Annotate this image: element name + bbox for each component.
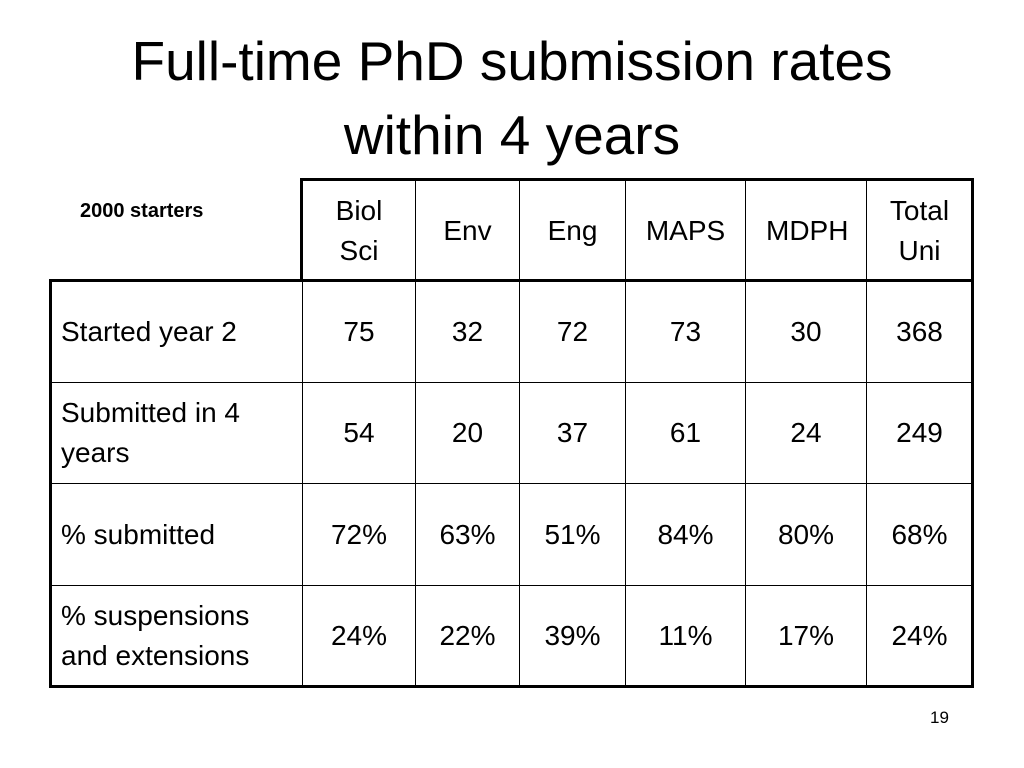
table-cell: 249	[866, 382, 973, 484]
row-label: % suspensions and extensions	[50, 585, 303, 687]
table-cell: 368	[866, 281, 973, 383]
table-cell: 80%	[745, 483, 867, 586]
table-cell: 39%	[519, 585, 626, 687]
table-cell: 72%	[302, 483, 416, 586]
corner-label: 2000 starters	[80, 200, 204, 222]
column-header: MAPS	[625, 180, 746, 282]
table-cell: 24%	[866, 585, 973, 687]
table-cell: 32	[415, 281, 520, 383]
table-cell: 54	[302, 382, 416, 484]
page-number: 19	[930, 708, 949, 727]
table-cell: 61	[625, 382, 746, 484]
table-cell: 72	[519, 281, 626, 383]
table-cell: 51%	[519, 483, 626, 586]
table-cell: 37	[519, 382, 626, 484]
table-cell: 22%	[415, 585, 520, 687]
row-label: Started year 2	[50, 281, 303, 383]
table-cell: 24	[745, 382, 867, 484]
row-label: % submitted	[50, 483, 303, 586]
column-header: Env	[415, 180, 520, 282]
column-header: Total Uni	[866, 180, 973, 282]
table-cell: 73	[625, 281, 746, 383]
table-cell: 75	[302, 281, 416, 383]
table-cell: 20	[415, 382, 520, 484]
table-cell: 24%	[302, 585, 416, 687]
table-cell: 11%	[625, 585, 746, 687]
column-header: MDPH	[745, 180, 867, 282]
column-header: Eng	[519, 180, 626, 282]
slide-title: Full-time PhD submission rates within 4 …	[131, 30, 893, 166]
row-label: Submitted in 4 years	[50, 382, 303, 484]
table-cell: 30	[745, 281, 867, 383]
table-cell: 84%	[625, 483, 746, 586]
table-cell: 68%	[866, 483, 973, 586]
column-header: Biol Sci	[302, 180, 416, 282]
table-cell: 17%	[745, 585, 867, 687]
table-cell: 63%	[415, 483, 520, 586]
